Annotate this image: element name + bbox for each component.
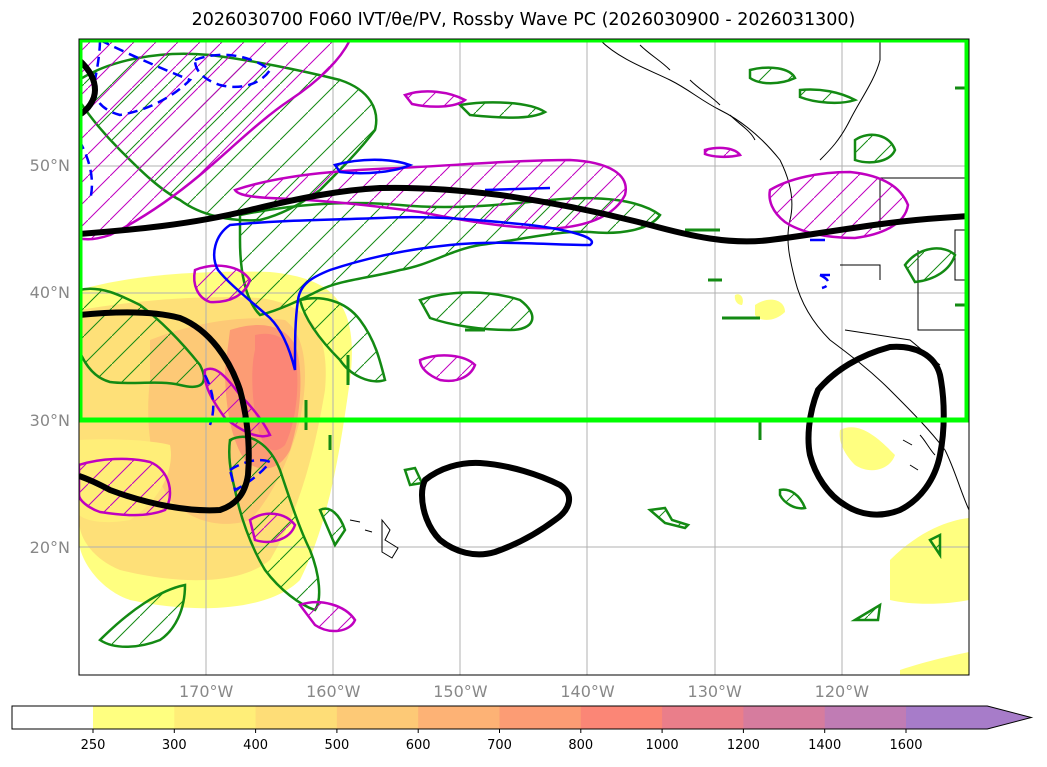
- colorbar-tick-label: 1000: [645, 738, 679, 753]
- colorbar-tick-label: 1600: [889, 738, 923, 753]
- lat-label: 20°N: [29, 537, 70, 557]
- colorbar-extend-arrow: [906, 706, 1032, 729]
- rossby-region-box: [79, 39, 969, 423]
- colorbar-segment: [174, 706, 257, 729]
- pv-small-contours: [304, 86, 969, 450]
- colorbar-segment: [418, 706, 500, 729]
- lon-label: 120°W: [814, 682, 870, 701]
- colorbar-tick-label: 800: [568, 738, 594, 753]
- colorbar-tick-label: 1200: [726, 738, 760, 753]
- lon-label: 150°W: [433, 682, 488, 701]
- lat-label: 40°N: [29, 283, 70, 303]
- ivt-blue-dashed: [79, 39, 830, 492]
- lat-label: 30°N: [29, 410, 70, 430]
- map-title: 2026030700 F060 IVT/θe/PV, Rossby Wave P…: [191, 10, 856, 30]
- lon-label: 130°W: [687, 682, 742, 701]
- map-frame: [78, 38, 970, 676]
- colorbar-tick-label: 400: [243, 738, 268, 753]
- colorbar-tick-label: 300: [161, 738, 187, 753]
- colorbar-tick-label: 700: [487, 738, 512, 753]
- colorbar-segment: [255, 706, 338, 729]
- colorbar-tick-label: 600: [405, 738, 431, 753]
- colorbar-segment: [93, 706, 175, 729]
- colorbar-segment: [662, 706, 744, 729]
- colorbar-segment: [499, 706, 582, 729]
- ivt-colorbar: [11, 705, 1034, 733]
- colorbar-tick-label: 500: [324, 738, 350, 753]
- colorbar-tick-label: 1400: [808, 738, 842, 753]
- colorbar-outline: [11, 705, 1034, 730]
- theta-contours: [79, 39, 910, 633]
- colorbar-segment: [336, 706, 419, 729]
- lon-label: 160°W: [306, 682, 361, 701]
- colorbar-segment: [743, 706, 826, 729]
- lon-label: 170°W: [178, 682, 234, 701]
- rossby-contours: [79, 57, 969, 558]
- lon-label: 140°W: [560, 682, 615, 701]
- colorbar-segment: [580, 706, 663, 729]
- colorbar-tick-label: 250: [80, 738, 106, 753]
- colorbar-segment: [12, 706, 93, 729]
- lat-label: 50°N: [29, 156, 70, 176]
- colorbar-segment: [824, 706, 907, 729]
